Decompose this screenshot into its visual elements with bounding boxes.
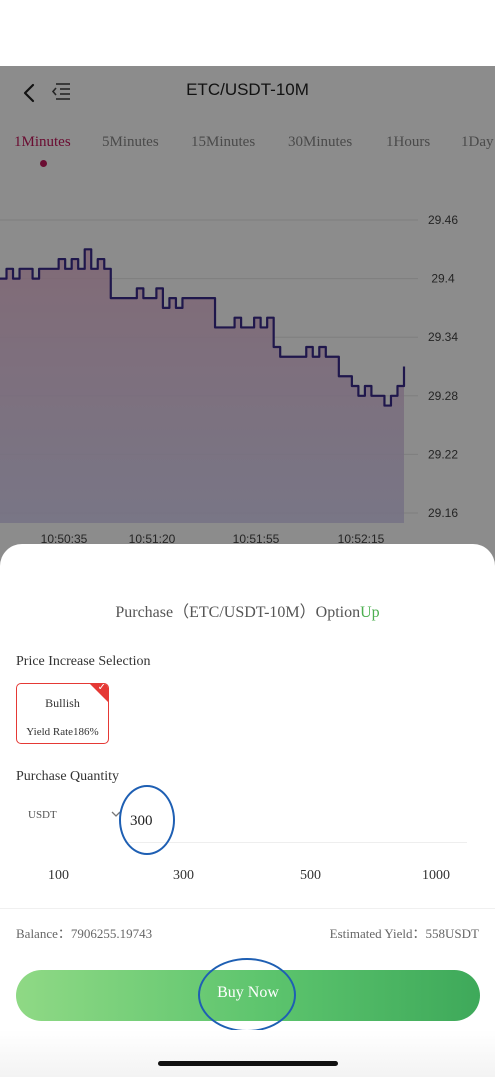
preset-1000[interactable]: 1000	[422, 868, 450, 883]
divider	[0, 908, 495, 909]
x-tick-label: 10:52:15	[338, 532, 385, 546]
quantity-label: Purchase Quantity	[16, 769, 120, 784]
tab-1minutes[interactable]: 1Minutes	[14, 134, 71, 150]
purchase-title: Purchase（ETC/USDT-10M）OptionUp	[0, 598, 495, 622]
selection-label: Price Increase Selection	[16, 654, 151, 669]
home-indicator	[158, 1061, 338, 1066]
x-tick-label: 10:51:55	[233, 532, 280, 546]
estimated-yield-text: Estimated Yield：558USDT	[329, 926, 479, 941]
price-chart: 29.46 29.4 29.34 29.28 29.22 29.16 10:50:35 10…	[0, 213, 458, 546]
list-icon[interactable]	[49, 80, 73, 104]
bottom-fade	[0, 1030, 495, 1077]
selected-corner	[90, 684, 108, 702]
y-tick-label: 29.46	[428, 213, 458, 227]
y-tick-label: 29.4	[431, 272, 455, 286]
y-tick-label: 29.34	[428, 330, 458, 344]
y-tick-label: 29.22	[428, 447, 458, 461]
check-icon: ✓	[97, 683, 106, 693]
tab-30minutes[interactable]: 30Minutes	[288, 134, 353, 150]
back-icon[interactable]	[18, 80, 40, 106]
status-bar-area	[0, 0, 495, 66]
direction-up-label: Up	[360, 604, 380, 621]
price-area	[0, 249, 404, 524]
x-tick-label: 10:50:35	[41, 532, 88, 546]
active-tab-indicator	[40, 160, 47, 167]
currency-select[interactable]: USDT	[28, 809, 57, 821]
y-tick-label: 29.28	[428, 389, 458, 403]
quantity-underline	[125, 842, 467, 843]
y-tick-label: 29.16	[428, 506, 458, 520]
price-line	[0, 248, 406, 407]
buy-now-label: Buy Now	[217, 984, 279, 1001]
tab-15minutes[interactable]: 15Minutes	[191, 134, 256, 150]
tab-1day[interactable]: 1Day	[461, 134, 494, 150]
buy-now-button[interactable]: Buy Now	[16, 970, 480, 1021]
preset-300[interactable]: 300	[173, 868, 194, 883]
pair-title: ETC/USDT-10M	[186, 80, 309, 99]
tab-5minutes[interactable]: 5Minutes	[102, 134, 159, 150]
option-name: Bullish	[45, 696, 80, 710]
chevron-down-icon[interactable]	[110, 808, 122, 820]
tab-1hours[interactable]: 1Hours	[386, 134, 431, 150]
preset-500[interactable]: 500	[300, 868, 321, 883]
balance-text: Balance：7906255.19743	[16, 926, 153, 941]
x-tick-label: 10:51:20	[129, 532, 176, 546]
bullish-option-card[interactable]: ✓ Bullish Yield Rate186%	[16, 683, 109, 744]
timeframe-tabs: 1Minutes 5Minutes 15Minutes 30Minutes 1H…	[0, 130, 495, 170]
purchase-title-text: Purchase（ETC/USDT-10M）Option	[115, 604, 361, 621]
preset-100[interactable]: 100	[48, 868, 69, 883]
quantity-input[interactable]	[130, 810, 465, 832]
option-yield-rate: Yield Rate186%	[26, 726, 99, 738]
